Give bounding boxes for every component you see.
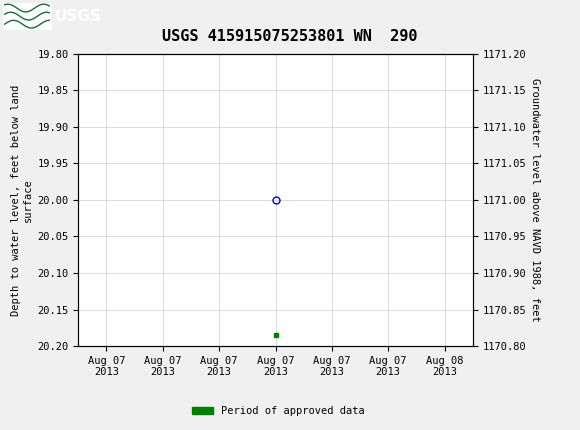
Bar [3, 3, 52, 30]
Text: USGS: USGS [55, 9, 102, 24]
Y-axis label: Groundwater level above NAVD 1988, feet: Groundwater level above NAVD 1988, feet [530, 78, 541, 322]
Text: USGS 415915075253801 WN  290: USGS 415915075253801 WN 290 [162, 29, 418, 44]
Legend: Period of approved data: Period of approved data [188, 402, 369, 421]
Y-axis label: Depth to water level, feet below land
surface: Depth to water level, feet below land su… [11, 84, 33, 316]
